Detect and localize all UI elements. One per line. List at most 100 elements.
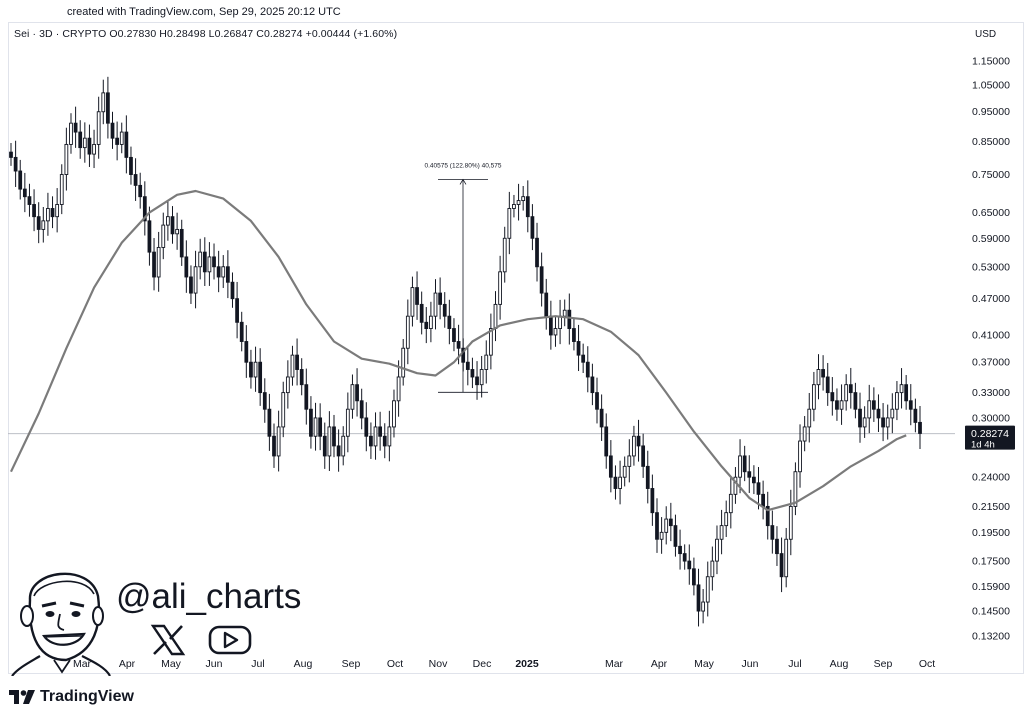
candle — [807, 392, 812, 443]
candle — [359, 388, 364, 430]
candle — [147, 206, 152, 266]
candle — [622, 456, 627, 487]
y-tick-label: 0.13200 — [972, 631, 1010, 643]
candle — [696, 568, 701, 627]
candle — [775, 526, 779, 566]
candle — [645, 450, 650, 504]
x-tick-label: Apr — [651, 658, 668, 670]
candle — [235, 281, 239, 339]
candle — [618, 460, 622, 505]
y-tick-label: 0.95000 — [972, 106, 1010, 118]
candle — [475, 361, 479, 400]
y-tick-label: 0.19500 — [972, 527, 1010, 539]
y-tick-label: 0.85000 — [972, 136, 1010, 148]
candle — [867, 384, 872, 434]
candle — [627, 439, 632, 483]
author-handle: @ali_charts — [116, 577, 302, 616]
price-range-measure — [438, 178, 488, 393]
y-tick-label: 0.47000 — [972, 293, 1010, 305]
candle — [295, 338, 299, 386]
candle — [244, 325, 249, 378]
candle — [488, 313, 493, 370]
measure-label: 0.40575 (122.80%) 40,575 — [425, 162, 502, 169]
x-tick-label: Aug — [830, 658, 849, 670]
tradingview-footer[interactable]: TradingView — [9, 688, 134, 706]
candle — [41, 206, 46, 243]
candle — [747, 455, 752, 493]
candle — [115, 121, 120, 161]
candle — [175, 212, 179, 250]
candle — [853, 382, 858, 419]
y-tick-label: 0.17500 — [972, 556, 1010, 568]
candle — [207, 242, 212, 286]
candle — [701, 589, 706, 624]
candle — [9, 142, 13, 166]
candle — [382, 423, 387, 459]
candle — [387, 410, 392, 462]
y-tick-label: 1.15000 — [972, 56, 1010, 68]
candle — [378, 411, 383, 451]
candle — [230, 272, 235, 308]
candle — [405, 299, 410, 365]
x-tick-label: May — [161, 658, 182, 670]
candle — [715, 525, 719, 575]
candle — [336, 429, 341, 472]
candle — [322, 422, 327, 469]
x-tick-label: Mar — [605, 658, 624, 670]
candle — [738, 439, 742, 494]
y-tick-label: 0.30000 — [972, 412, 1010, 424]
candle — [82, 122, 87, 163]
candle — [553, 316, 558, 347]
x-tick-label: Jun — [206, 658, 223, 670]
candle — [581, 343, 586, 374]
candle — [608, 440, 613, 493]
candle — [341, 426, 346, 466]
currency-label[interactable]: USD — [975, 29, 997, 40]
candle — [692, 557, 696, 596]
candle — [452, 318, 456, 352]
candle — [521, 185, 526, 211]
candle — [770, 510, 775, 554]
candle — [728, 477, 733, 529]
candle — [18, 159, 23, 200]
candle — [599, 394, 604, 441]
candle — [239, 311, 244, 352]
candle — [862, 406, 867, 438]
y-tick-label: 0.14500 — [972, 606, 1010, 618]
candle — [225, 250, 230, 299]
candle — [355, 368, 359, 417]
candle — [419, 291, 424, 335]
candle — [756, 467, 761, 510]
candle — [50, 196, 55, 229]
candle — [641, 433, 646, 478]
candle — [202, 237, 207, 286]
candle — [410, 276, 415, 327]
x-tick-label: Apr — [119, 658, 136, 670]
candle — [858, 392, 862, 443]
candle — [493, 291, 498, 342]
candle — [258, 348, 263, 406]
candle — [73, 106, 78, 148]
candle — [179, 219, 184, 266]
candle — [761, 480, 765, 520]
x-tick-label: Dec — [473, 658, 492, 670]
candle — [133, 158, 138, 201]
candle — [142, 181, 147, 236]
y-tick-label: 0.59000 — [972, 233, 1010, 245]
candle — [881, 403, 885, 442]
candle — [124, 115, 129, 174]
chart-frame — [8, 22, 1024, 674]
bar-countdown: 1d 4h — [971, 440, 995, 451]
candle — [802, 416, 807, 452]
candle — [885, 404, 890, 440]
candle — [447, 299, 452, 345]
candle — [281, 381, 286, 438]
candle — [350, 374, 355, 419]
candle — [576, 324, 581, 372]
candle — [650, 474, 655, 526]
candle — [918, 406, 922, 450]
candle — [110, 111, 115, 149]
candle — [161, 212, 166, 260]
